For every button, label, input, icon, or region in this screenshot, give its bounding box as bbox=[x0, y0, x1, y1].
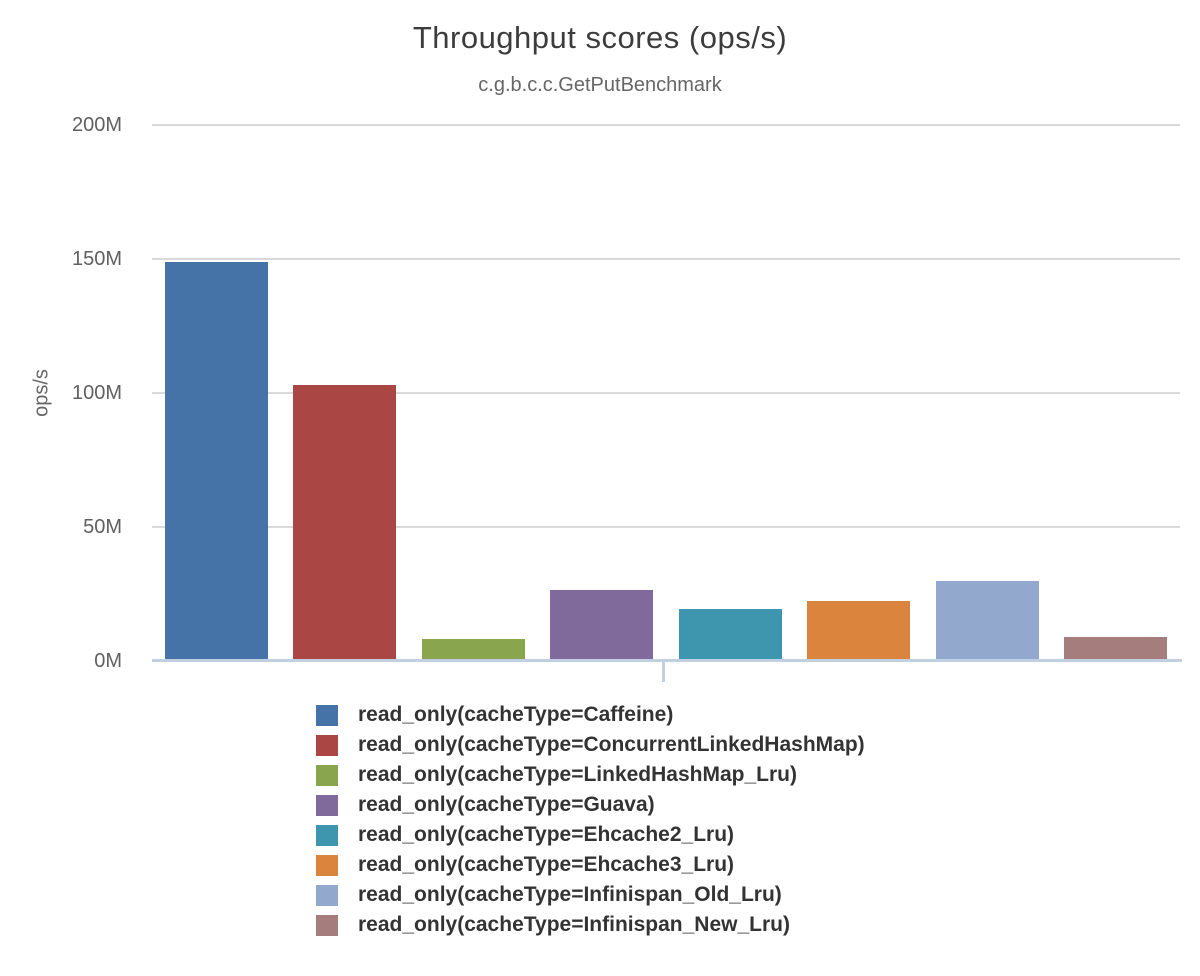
bar-ehcache2-lru[interactable] bbox=[678, 609, 782, 660]
legend-item-infinispan-new-lru[interactable]: read_only(cacheType=Infinispan_New_Lru) bbox=[316, 910, 865, 940]
gridline-200M bbox=[152, 124, 1180, 126]
bar-infinispan-old-lru[interactable] bbox=[935, 580, 1039, 660]
y-axis-tick-label-200M: 200M bbox=[71, 114, 122, 136]
legend-swatch-infinispan-new-lru bbox=[316, 914, 338, 936]
legend-item-label: read_only(cacheType=Infinispan_Old_Lru) bbox=[358, 883, 782, 906]
bar-infinispan-new-lru[interactable] bbox=[1064, 637, 1168, 660]
legend-swatch-guava bbox=[316, 794, 338, 816]
plot-area bbox=[152, 124, 1182, 682]
y-axis-tick-label-0M: 0M bbox=[94, 650, 122, 672]
legend-swatch-ehcache2-lru bbox=[316, 824, 338, 846]
legend-item-guava[interactable]: read_only(cacheType=Guava) bbox=[316, 790, 865, 820]
bar-concurrentlinkedhashmap[interactable] bbox=[293, 385, 397, 660]
legend-item-label: read_only(cacheType=Caffeine) bbox=[358, 703, 674, 726]
legend-item-label: read_only(cacheType=Ehcache3_Lru) bbox=[358, 853, 735, 876]
legend-swatch-caffeine bbox=[316, 704, 338, 726]
legend-swatch-concurrentlinkedhashmap bbox=[316, 734, 338, 756]
legend-item-linkedhashmap-lru[interactable]: read_only(cacheType=LinkedHashMap_Lru) bbox=[316, 760, 865, 790]
legend-item-label: read_only(cacheType=Infinispan_New_Lru) bbox=[358, 913, 790, 936]
legend-item-label: read_only(cacheType=Ehcache2_Lru) bbox=[358, 823, 735, 846]
legend-item-label: read_only(cacheType=ConcurrentLinkedHash… bbox=[358, 733, 865, 756]
legend-item-ehcache3-lru[interactable]: read_only(cacheType=Ehcache3_Lru) bbox=[316, 850, 865, 880]
legend-item-label: read_only(cacheType=Guava) bbox=[358, 793, 655, 816]
y-axis-tick-label-50M: 50M bbox=[83, 516, 122, 538]
gridline-100M bbox=[152, 392, 1180, 394]
legend: read_only(cacheType=Caffeine) read_only(c… bbox=[316, 700, 865, 940]
legend-swatch-infinispan-old-lru bbox=[316, 884, 338, 906]
gridline-150M bbox=[152, 258, 1180, 260]
legend-item-concurrentlinkedhashmap[interactable]: read_only(cacheType=ConcurrentLinkedHash… bbox=[316, 730, 865, 760]
bar-caffeine[interactable] bbox=[164, 262, 268, 660]
gridline-50M bbox=[152, 526, 1180, 528]
legend-item-ehcache2-lru[interactable]: read_only(cacheType=Ehcache2_Lru) bbox=[316, 820, 865, 850]
legend-swatch-ehcache3-lru bbox=[316, 854, 338, 876]
bar-linkedhashmap-lru[interactable] bbox=[421, 638, 525, 660]
x-axis-line bbox=[152, 659, 1182, 662]
legend-item-caffeine[interactable]: read_only(cacheType=Caffeine) bbox=[316, 700, 865, 730]
y-axis-tick-label-150M: 150M bbox=[71, 248, 122, 270]
chart-subtitle: c.g.b.c.c.GetPutBenchmark bbox=[478, 74, 722, 96]
bar-guava[interactable] bbox=[550, 590, 654, 660]
bar-ehcache3-lru[interactable] bbox=[807, 601, 911, 660]
y-axis-tick-label-100M: 100M bbox=[71, 382, 122, 404]
chart-title: Throughput scores (ops/s) bbox=[412, 20, 788, 55]
x-axis-tick bbox=[662, 662, 665, 682]
legend-swatch-linkedhashmap-lru bbox=[316, 764, 338, 786]
legend-item-label: read_only(cacheType=LinkedHashMap_Lru) bbox=[358, 763, 797, 786]
legend-item-infinispan-old-lru[interactable]: read_only(cacheType=Infinispan_Old_Lru) bbox=[316, 880, 865, 910]
